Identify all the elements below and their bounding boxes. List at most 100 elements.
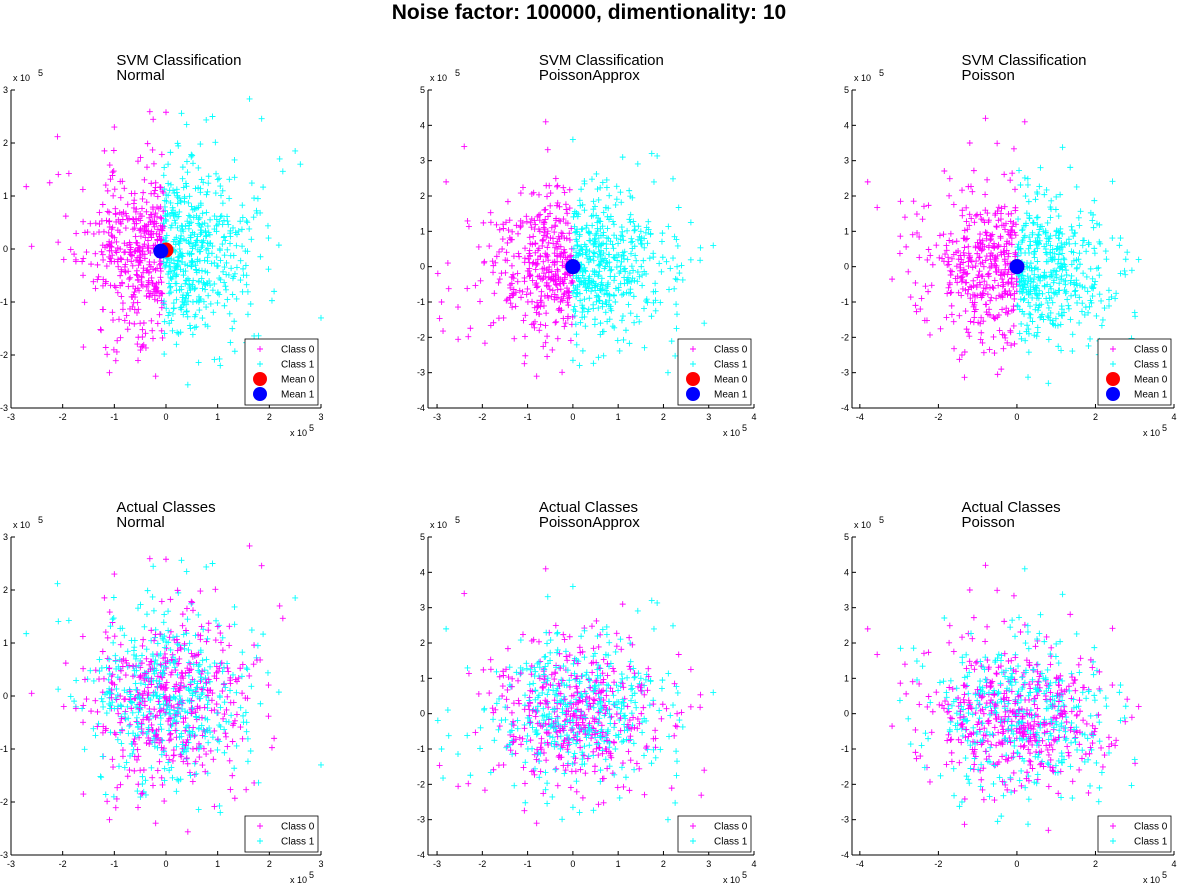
point-class-1 <box>659 677 666 684</box>
point-class-0 <box>545 741 552 748</box>
point-class-0 <box>982 257 989 264</box>
point-class-0 <box>671 732 678 739</box>
point-class-1 <box>292 147 299 154</box>
point-class-1 <box>1054 260 1061 267</box>
point-class-1 <box>1040 228 1047 235</box>
point-class-1 <box>534 703 541 710</box>
point-class-0 <box>122 225 129 232</box>
point-class-0 <box>925 202 932 209</box>
point-class-0 <box>28 243 35 250</box>
point-class-1 <box>591 250 598 257</box>
point-class-0 <box>55 239 62 246</box>
point-class-0 <box>609 688 616 695</box>
point-class-1 <box>195 216 202 223</box>
point-class-1 <box>563 732 570 739</box>
point-class-0 <box>917 306 924 313</box>
point-class-1 <box>227 240 234 247</box>
point-class-0 <box>982 638 989 645</box>
point-class-1 <box>173 189 180 196</box>
y-tick-label: -2 <box>841 779 849 789</box>
y-tick-label: -3 <box>0 850 8 860</box>
point-class-0 <box>536 228 543 235</box>
point-class-1 <box>107 702 114 709</box>
point-class-1 <box>1014 302 1021 309</box>
point-class-0 <box>982 191 989 198</box>
point-class-0 <box>1010 303 1017 310</box>
point-class-1 <box>177 237 184 244</box>
point-class-0 <box>455 336 462 343</box>
point-class-1 <box>581 296 588 303</box>
point-class-0 <box>929 708 936 715</box>
point-class-1 <box>569 290 576 297</box>
point-class-0 <box>547 190 554 197</box>
point-class-0 <box>577 766 584 773</box>
point-class-1 <box>154 640 161 647</box>
point-class-0 <box>145 678 152 685</box>
point-class-0 <box>553 217 560 224</box>
point-class-1 <box>522 799 529 806</box>
point-class-1 <box>604 260 611 267</box>
point-class-0 <box>566 186 573 193</box>
point-class-0 <box>573 683 580 690</box>
point-class-1 <box>597 698 604 705</box>
point-class-1 <box>201 257 208 264</box>
point-class-0 <box>124 256 131 263</box>
point-class-1 <box>592 235 599 242</box>
x-tick-label: 0 <box>163 412 168 422</box>
x-tick-label: -2 <box>59 859 67 869</box>
point-class-1 <box>1102 248 1109 255</box>
point-class-1 <box>170 305 177 312</box>
point-class-0 <box>991 315 998 322</box>
point-class-1 <box>239 214 246 221</box>
point-class-1 <box>1016 167 1023 174</box>
point-class-0 <box>976 254 983 261</box>
point-class-0 <box>925 246 932 253</box>
point-class-1 <box>1076 282 1083 289</box>
point-class-0 <box>536 311 543 318</box>
point-class-0 <box>510 700 517 707</box>
point-class-1 <box>513 669 520 676</box>
point-class-0 <box>925 288 932 295</box>
point-class-0 <box>941 168 948 175</box>
point-class-1 <box>634 268 641 275</box>
point-class-1 <box>178 283 185 290</box>
point-class-0 <box>112 357 119 364</box>
point-class-1 <box>1032 290 1039 297</box>
point-class-1 <box>243 665 250 672</box>
point-class-1 <box>1049 246 1056 253</box>
point-class-1 <box>658 268 665 275</box>
point-class-1 <box>527 666 534 673</box>
point-class-1 <box>552 766 559 773</box>
point-class-1 <box>554 692 561 699</box>
point-class-1 <box>595 215 602 222</box>
point-class-0 <box>1109 625 1116 632</box>
point-class-1 <box>611 324 618 331</box>
point-class-1 <box>202 227 209 234</box>
point-class-0 <box>207 687 214 694</box>
point-class-0 <box>1067 611 1074 618</box>
point-class-0 <box>965 329 972 336</box>
point-class-0 <box>157 268 164 275</box>
legend-marker-mean-1 <box>686 387 700 401</box>
point-class-1 <box>1046 295 1053 302</box>
point-class-1 <box>169 310 176 317</box>
point-class-0 <box>489 705 496 712</box>
point-class-1 <box>179 175 186 182</box>
point-class-0 <box>490 319 497 326</box>
point-class-1 <box>224 218 231 225</box>
point-class-1 <box>641 715 648 722</box>
point-class-1 <box>514 717 521 724</box>
point-class-1 <box>628 682 635 689</box>
point-class-0 <box>959 212 966 219</box>
point-class-0 <box>975 271 982 278</box>
point-class-0 <box>524 267 531 274</box>
point-class-0 <box>138 205 145 212</box>
point-class-1 <box>197 189 204 196</box>
point-class-1 <box>1096 221 1103 228</box>
y-exponent-label: x 10 <box>13 520 30 530</box>
point-class-1 <box>557 733 564 740</box>
point-class-1 <box>171 714 178 721</box>
point-class-0 <box>496 226 503 233</box>
point-class-1 <box>207 663 214 670</box>
point-class-0 <box>149 335 156 342</box>
